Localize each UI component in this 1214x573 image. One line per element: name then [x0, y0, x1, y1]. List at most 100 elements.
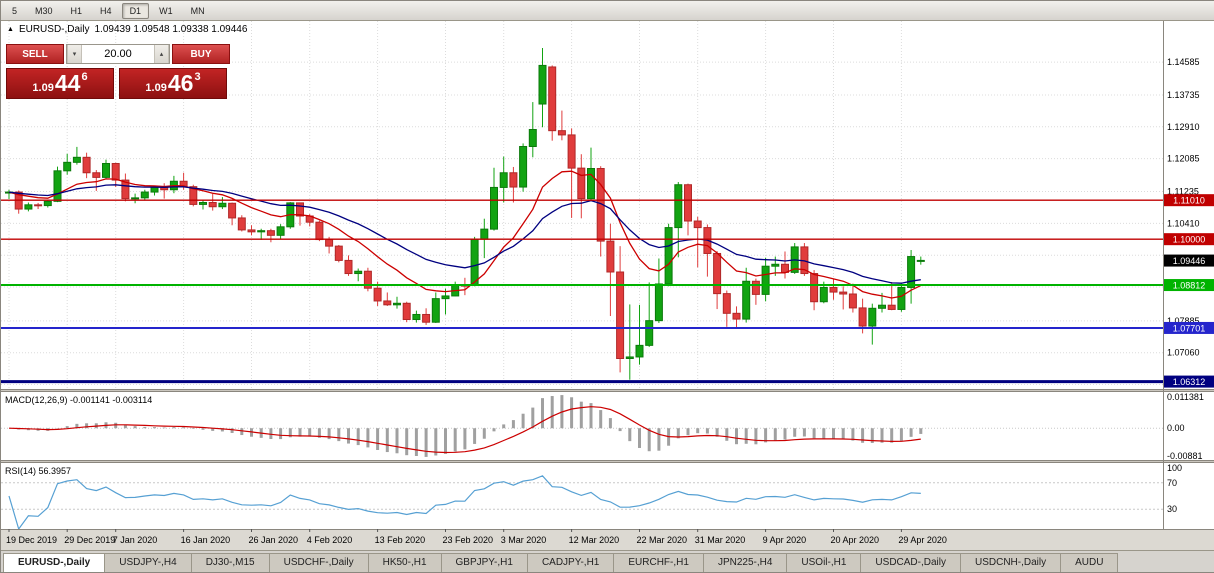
timeframe-button-m30[interactable]: M30 [27, 3, 61, 19]
svg-text:1.09446: 1.09446 [1173, 256, 1206, 266]
price-axis-label: 1.07060 [1167, 348, 1200, 358]
candle [907, 256, 916, 288]
timeframe-button-h1[interactable]: H1 [63, 3, 91, 19]
candle [72, 156, 81, 163]
chart-tab[interactable]: AUDU [1060, 553, 1119, 572]
candle [296, 202, 304, 217]
candle [878, 304, 886, 309]
candle [470, 238, 479, 287]
chart-tab[interactable]: USDCHF-,Daily [268, 553, 369, 572]
volume-increase-button[interactable]: ▴ [154, 45, 169, 63]
chart-tab[interactable]: EURCHF-,H1 [613, 553, 704, 572]
candle [567, 134, 576, 169]
chart-tab[interactable]: USDCAD-,Daily [860, 553, 961, 572]
candle [354, 270, 363, 275]
candle [848, 293, 857, 309]
candle [344, 259, 353, 275]
macd-title: MACD(12,26,9) -0.001141 -0.003114 [5, 395, 152, 405]
date-axis-label: 29 Dec 2019 [64, 535, 115, 545]
timeframe-button-mn[interactable]: MN [183, 3, 213, 19]
price-axis-label: 1.10410 [1167, 218, 1200, 228]
price-label-chip: 1.10000 [1164, 233, 1214, 246]
ma-12-line [8, 170, 922, 299]
candle [43, 200, 52, 207]
chart-tab[interactable]: JPN225-,H4 [702, 553, 788, 572]
svg-text:1.07701: 1.07701 [1173, 323, 1206, 333]
one-click-trading-widget: SELL ▾ ▴ BUY 1.09 44 6 1.09 46 3 [6, 44, 230, 99]
buy-price-pip-digit: 3 [194, 71, 201, 83]
pane-separator[interactable] [1, 389, 1214, 392]
volume-input[interactable] [82, 45, 154, 63]
candle [839, 291, 848, 295]
candle [616, 271, 625, 359]
volume-decrease-button[interactable]: ▾ [67, 45, 82, 63]
buy-button[interactable]: BUY [172, 44, 230, 64]
candle [276, 226, 285, 236]
candle [742, 280, 751, 320]
chart-tab[interactable]: DJ30-,M15 [190, 553, 270, 572]
buy-price-big-digits: 46 [167, 70, 194, 96]
candle [393, 302, 401, 306]
candle [509, 172, 518, 188]
chart-window: 1.14585 1.13735 1.12910 1.12085 1.11235 1.104… [1, 21, 1214, 552]
price-label-chip: 1.06312 [1164, 375, 1214, 388]
candle [858, 307, 867, 327]
timeframe-button-w1[interactable]: W1 [151, 3, 181, 19]
price-chart-svg[interactable]: 1.14585 1.13735 1.12910 1.12085 1.11235 1.104… [1, 21, 1214, 552]
chart-tab[interactable]: USOil-,H1 [786, 553, 862, 572]
candle [373, 287, 382, 302]
timeframe-button-d1[interactable]: D1 [121, 2, 150, 19]
candle [674, 184, 683, 229]
candle [315, 221, 324, 241]
candle [654, 283, 663, 322]
candle [140, 191, 149, 199]
candle [625, 356, 634, 359]
candle [208, 201, 217, 208]
macd-signal-line [8, 406, 921, 454]
timeframe-button-h4[interactable]: H4 [92, 3, 120, 19]
candle [34, 204, 43, 207]
candle [916, 259, 925, 262]
candle [528, 129, 537, 147]
date-axis-label: 16 Jan 2020 [181, 535, 231, 545]
price-axis-label: 1.14585 [1167, 57, 1200, 67]
candle [92, 172, 101, 178]
sell-price-prefix: 1.09 [32, 82, 54, 94]
date-axis-label: 3 Mar 2020 [501, 535, 547, 545]
candle [761, 265, 770, 295]
chart-tab[interactable]: USDCNH-,Daily [959, 553, 1062, 572]
candle [111, 162, 120, 181]
candle [587, 168, 595, 200]
candle [480, 228, 489, 240]
svg-text:1.06312: 1.06312 [1173, 377, 1206, 387]
buy-price-display[interactable]: 1.09 46 3 [119, 68, 227, 99]
sell-price-display[interactable]: 1.09 44 6 [6, 68, 114, 99]
timeframe-button-5[interactable]: 5 [4, 3, 25, 19]
rsi-title: RSI(14) 56.3957 [5, 466, 71, 476]
candle [131, 197, 140, 200]
date-axis-label: 31 Mar 2020 [695, 535, 746, 545]
candle [819, 286, 828, 303]
chart-tab[interactable]: USDJPY-,H4 [104, 553, 192, 572]
sell-button[interactable]: SELL [6, 44, 64, 64]
chart-tab[interactable]: EURUSD-,Daily [3, 553, 106, 572]
date-axis-label: 23 Feb 2020 [443, 535, 494, 545]
svg-text:1.11010: 1.11010 [1173, 196, 1205, 206]
candle [713, 252, 722, 295]
candle [150, 186, 159, 193]
chart-background [1, 21, 1214, 552]
candle [218, 202, 227, 208]
candle [422, 313, 431, 323]
chart-tab[interactable]: GBPJPY-,H1 [440, 553, 528, 572]
chart-tab[interactable]: HK50-,H1 [367, 553, 442, 572]
pane-separator[interactable] [1, 460, 1214, 463]
macd-axis-label: 0.00 [1167, 423, 1185, 433]
candle [247, 229, 256, 233]
date-axis-label: 19 Dec 2019 [6, 535, 57, 545]
candle [897, 286, 906, 310]
candle [606, 240, 615, 273]
candle [82, 156, 91, 174]
volume-stepper: ▾ ▴ [66, 44, 170, 64]
chart-tab[interactable]: CADJPY-,H1 [526, 553, 615, 572]
